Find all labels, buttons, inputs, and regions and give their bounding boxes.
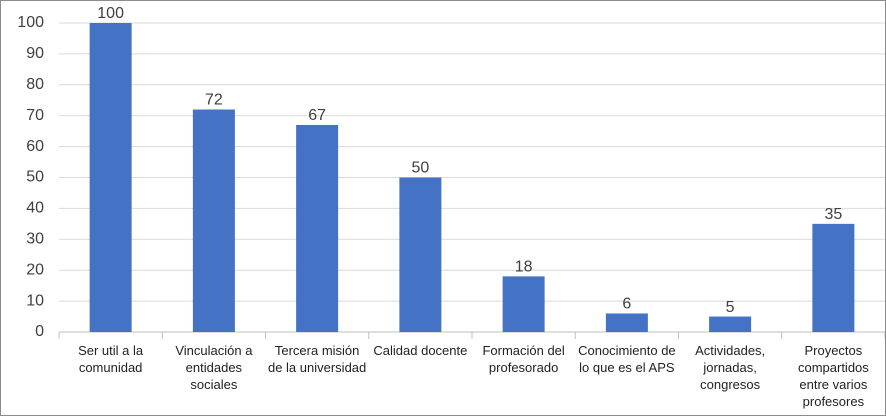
x-tick-label: Tercera misión de la universidad bbox=[267, 343, 367, 375]
bar bbox=[709, 316, 752, 332]
y-tick-label: 80 bbox=[26, 76, 44, 93]
x-tick-label: Proyectos compartidos entre varios profe… bbox=[797, 343, 869, 409]
value-label: 50 bbox=[411, 160, 429, 177]
y-tick-label: 90 bbox=[26, 45, 44, 62]
y-tick-label: 10 bbox=[26, 292, 44, 309]
value-label: 18 bbox=[515, 259, 533, 276]
y-tick-label: 0 bbox=[35, 323, 44, 340]
y-tick-label: 70 bbox=[26, 107, 44, 124]
x-tick-label: Conocimiento de lo que es el APS bbox=[578, 343, 676, 375]
value-label: 6 bbox=[622, 296, 631, 313]
y-tick-label: 50 bbox=[26, 169, 44, 186]
x-tick-label: Calidad docente bbox=[373, 343, 468, 358]
y-tick-label: 100 bbox=[17, 14, 44, 31]
y-tick-label: 40 bbox=[26, 200, 44, 217]
bar bbox=[192, 109, 235, 333]
bar bbox=[502, 276, 545, 332]
x-tick-label: Vinculación a entidades sociales bbox=[175, 343, 253, 392]
bar bbox=[296, 124, 339, 332]
y-tick-label: 20 bbox=[26, 261, 44, 278]
x-tick-label: Ser util a la comunidad bbox=[78, 343, 144, 375]
value-label: 100 bbox=[97, 5, 124, 22]
value-label: 72 bbox=[205, 92, 223, 109]
y-tick-label: 60 bbox=[26, 138, 44, 155]
y-tick-label: 30 bbox=[26, 231, 44, 248]
bar bbox=[89, 23, 132, 332]
x-tick-label: Actividades, jornadas, congresos bbox=[695, 343, 766, 392]
x-tick-label: Formación del profesorado bbox=[482, 343, 565, 375]
value-label: 35 bbox=[824, 206, 842, 223]
value-label: 5 bbox=[726, 299, 735, 316]
value-label: 67 bbox=[308, 107, 326, 124]
bar bbox=[812, 223, 855, 332]
bar bbox=[605, 313, 648, 332]
bar bbox=[399, 177, 442, 332]
